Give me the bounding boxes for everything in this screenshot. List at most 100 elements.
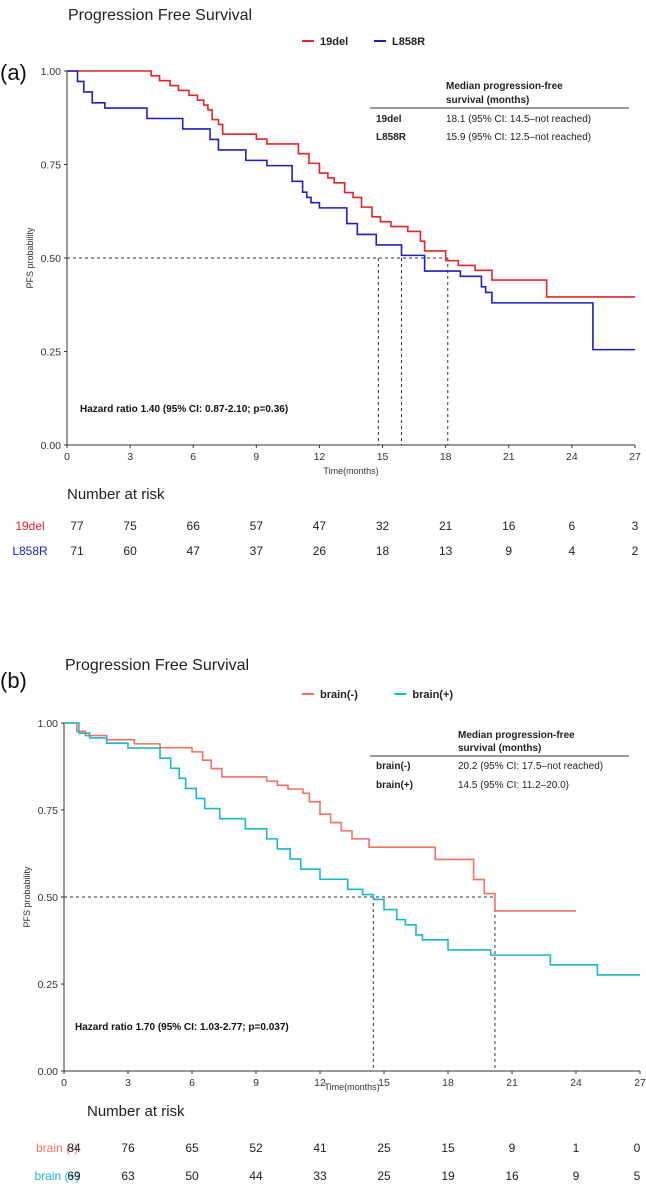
risk-value: 52 — [249, 1141, 263, 1155]
median-table-row-label: 19del — [376, 114, 402, 125]
y-tick-label: 0.50 — [38, 892, 59, 904]
risk-value: 84 — [67, 1141, 81, 1155]
median-table-header: survival (months) — [446, 95, 529, 106]
risk-row-label: brain (-) — [36, 1141, 78, 1155]
risk-value: 26 — [313, 544, 327, 558]
x-tick-label: 12 — [314, 451, 326, 463]
panel-label: (b) — [0, 668, 27, 693]
risk-value: 21 — [439, 519, 453, 533]
hazard-ratio-text: Hazard ratio 1.70 (95% CI: 1.03-2.77; p=… — [75, 1022, 289, 1033]
risk-value: 33 — [313, 1169, 327, 1183]
risk-value: 9 — [573, 1169, 580, 1183]
median-table-header: Median progression-free — [458, 730, 575, 741]
risk-value: 16 — [505, 1169, 519, 1183]
risk-value: 9 — [509, 1141, 516, 1155]
x-tick-label: 21 — [503, 451, 515, 463]
risk-value: 13 — [439, 544, 453, 558]
y-axis-label: PFS probability — [25, 227, 35, 289]
risk-value: 41 — [313, 1141, 327, 1155]
median-table-row-label: brain(+) — [376, 780, 413, 791]
km-curve-brain — [64, 722, 640, 976]
y-tick-label: 0.75 — [38, 805, 59, 817]
median-table-row-value: 20.2 (95% CI: 17.5–not reached) — [458, 761, 603, 772]
risk-value: 63 — [121, 1169, 135, 1183]
risk-value: 66 — [187, 519, 201, 533]
median-table: Median progression-free survival (months)… — [370, 730, 629, 791]
x-tick-label: 9 — [253, 451, 259, 463]
km-curve-brain — [64, 722, 576, 912]
risk-value: 3 — [632, 519, 639, 533]
x-tick-label: 0 — [64, 451, 70, 463]
median-table-row-value: 15.9 (95% CI: 12.5–not reached) — [446, 132, 591, 143]
y-tick-label: 1.00 — [38, 718, 59, 730]
number-at-risk-title: Number at risk — [87, 1103, 185, 1120]
risk-value: 47 — [187, 544, 201, 558]
risk-value: 19 — [441, 1169, 455, 1183]
x-tick-label: 9 — [253, 1077, 259, 1089]
x-tick-label: 21 — [506, 1077, 518, 1089]
risk-value: 2 — [632, 544, 639, 558]
x-tick-label: 18 — [442, 1077, 454, 1089]
x-axis-label: Time(months) — [323, 466, 378, 476]
median-table-row-value: 14.5 (95% CI: 11.2–20.0) — [458, 780, 569, 791]
chart-panel-a: (a) Progression Free Survival 19del L858R 0.… — [0, 7, 641, 558]
chart-title: Progression Free Survival — [65, 657, 249, 674]
x-tick-label: 6 — [189, 1077, 195, 1089]
x-tick-label: 15 — [378, 1077, 390, 1089]
risk-value: 32 — [376, 519, 390, 533]
median-table: Median progression-free survival (months)… — [370, 81, 629, 143]
y-tick-label: 0.50 — [41, 253, 62, 265]
y-tick-label: 0.25 — [38, 979, 59, 991]
x-tick-label: 12 — [314, 1077, 326, 1089]
panel-label: (a) — [0, 60, 27, 85]
x-tick-label: 15 — [377, 451, 389, 463]
y-tick-label: 1.00 — [41, 66, 62, 78]
risk-value: 77 — [70, 519, 84, 533]
x-tick-label: 3 — [127, 451, 133, 463]
risk-value: 25 — [377, 1141, 391, 1155]
risk-row-label: brain (+) — [34, 1169, 79, 1183]
number-at-risk-title: Number at risk — [67, 486, 165, 503]
risk-value: 9 — [505, 544, 512, 558]
risk-value: 76 — [121, 1141, 135, 1155]
risk-row-label: L858R — [12, 544, 48, 558]
y-tick-label: 0.00 — [38, 1066, 59, 1078]
risk-value: 50 — [185, 1169, 199, 1183]
median-table-row-label: L858R — [376, 132, 407, 143]
risk-value: 16 — [502, 519, 516, 533]
risk-value: 25 — [377, 1169, 391, 1183]
median-table-row-label: brain(-) — [376, 761, 410, 772]
x-axis-label: Time(months) — [324, 1082, 379, 1092]
risk-row-label: 19del — [15, 519, 44, 533]
x-tick-label: 18 — [440, 451, 452, 463]
risk-value: 4 — [569, 544, 576, 558]
x-tick-label: 6 — [190, 451, 196, 463]
legend-label: brain(-) — [320, 689, 358, 701]
risk-value: 60 — [123, 544, 137, 558]
x-tick-label: 27 — [634, 1077, 646, 1089]
chart-title: Progression Free Survival — [68, 7, 252, 24]
chart-panel-b: (b) Progression Free Survival brain(-) brai… — [0, 657, 646, 1183]
km-curve-L858R — [67, 70, 635, 351]
legend: 19del L858R — [302, 36, 425, 48]
risk-value: 47 — [313, 519, 327, 533]
median-table-row-value: 18.1 (95% CI: 14.5–not reached) — [446, 114, 591, 125]
y-tick-label: 0.00 — [41, 440, 62, 452]
risk-value: 69 — [67, 1169, 81, 1183]
x-tick-label: 3 — [125, 1077, 131, 1089]
y-tick-label: 0.75 — [41, 160, 62, 172]
risk-value: 71 — [70, 544, 84, 558]
x-tick-label: 24 — [570, 1077, 582, 1089]
km-curve-19del — [67, 70, 635, 298]
x-tick-label: 27 — [629, 451, 641, 463]
risk-value: 65 — [185, 1141, 199, 1155]
y-axis-label: PFS probability — [22, 866, 32, 928]
x-tick-label: 0 — [61, 1077, 67, 1089]
x-tick-label: 24 — [566, 451, 578, 463]
legend-label: brain(+) — [412, 689, 453, 701]
risk-value: 5 — [634, 1169, 641, 1183]
risk-value: 18 — [376, 544, 390, 558]
legend-label: 19del — [320, 36, 348, 48]
y-tick-label: 0.25 — [41, 347, 62, 359]
